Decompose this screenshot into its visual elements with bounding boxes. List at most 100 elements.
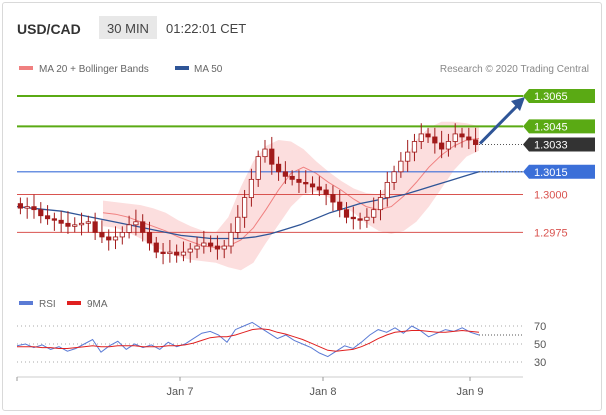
candle-body [303,181,309,185]
candle-body [411,141,418,153]
candle [473,127,479,153]
level-label-1.2975: 1.2975 [534,227,568,239]
candle [384,171,390,207]
candle-body [282,171,288,177]
candle [180,241,187,262]
x-tick-label: Jan 7 [167,386,194,398]
candle-body [65,222,71,227]
candle [208,235,214,253]
candle [31,194,37,219]
candle-body [58,219,64,224]
candle [343,202,350,224]
candle [377,189,384,221]
candle-body [391,171,397,183]
candle-body [269,148,275,165]
chart-frame: USD/CAD 30 MIN 01:22:01 CET MA 20 + Boll… [2,2,602,411]
candle-body [343,209,350,218]
ma9-legend-swatch [67,301,81,305]
candle [405,139,411,172]
level-label-1.3033: 1.3033 [534,140,568,152]
candle-body [248,178,254,198]
candle-body [439,142,445,150]
candle [58,211,64,233]
candle-body [235,216,241,233]
candle [269,136,275,175]
candle [106,229,112,251]
x-tick-label: Jan 8 [310,386,337,398]
candle [275,156,282,181]
candle-body [221,245,227,250]
candle-body [350,216,356,220]
candle-body [357,218,363,221]
candle [350,206,356,230]
candle [262,139,268,163]
candle-body [51,218,57,221]
candle-body [337,201,343,211]
candle-body [371,209,377,218]
candle [459,127,465,148]
candle [289,170,295,186]
candle [17,197,23,215]
candle [330,185,336,212]
candle-body [174,251,180,256]
candle-body [323,189,329,195]
rsi-legend-label: RSI [39,299,56,310]
forecast-arrow-shaft [478,102,521,145]
candle [133,209,139,236]
candle-body [398,160,404,173]
candle [452,123,458,148]
candle [221,239,227,259]
candle [309,176,316,195]
candle-body [153,242,159,253]
candle-body [92,221,98,233]
candle [296,170,302,193]
candle-body [44,215,51,220]
candle-body [459,133,465,138]
candle-body [214,245,221,250]
bollinger-middle-line [102,138,480,249]
candle-body [377,197,384,211]
candle-body [208,242,214,247]
candle [411,133,418,162]
candle-body [473,139,479,145]
x-tick-label: Jan 9 [457,386,484,398]
level-tag-1.3033 [523,137,595,152]
candle [445,133,452,157]
candle [65,211,71,234]
timeframe-badge[interactable] [99,16,157,39]
candle-body [31,206,37,211]
candle [323,183,329,206]
candle-body [289,175,295,180]
candle [153,236,159,259]
candle-body [106,236,112,241]
candle [214,235,221,260]
candle-body [112,236,119,241]
candle-body [167,251,173,255]
candle [78,212,85,236]
ma50-line [16,171,480,240]
candle-body [466,136,472,141]
candle-body [316,186,322,191]
candle-body [384,181,390,198]
candle-body [126,224,132,233]
rsi-tick-label-30: 30 [534,357,546,369]
level-tag-1.3015 [523,164,595,179]
candle [364,208,370,228]
candle [418,123,424,150]
candle [316,176,322,197]
candle-body [146,231,153,244]
candle-body [452,133,458,142]
candle [432,127,438,154]
candle-body [418,133,424,142]
candle [255,150,261,187]
candle [167,239,173,263]
candle [24,197,30,219]
candle [85,215,91,233]
candle [201,230,207,254]
candle [303,170,309,193]
level-label-1.3015: 1.3015 [534,167,568,179]
rsi-chart: 70 50 30 [16,321,546,369]
candle [51,212,57,231]
price-chart: 1.3065 1.3045 1.3033 1.3015 1.3000 1.2975 [16,89,595,271]
chart-svg: USD/CAD 30 MIN 01:22:01 CET MA 20 + Boll… [16,16,595,398]
